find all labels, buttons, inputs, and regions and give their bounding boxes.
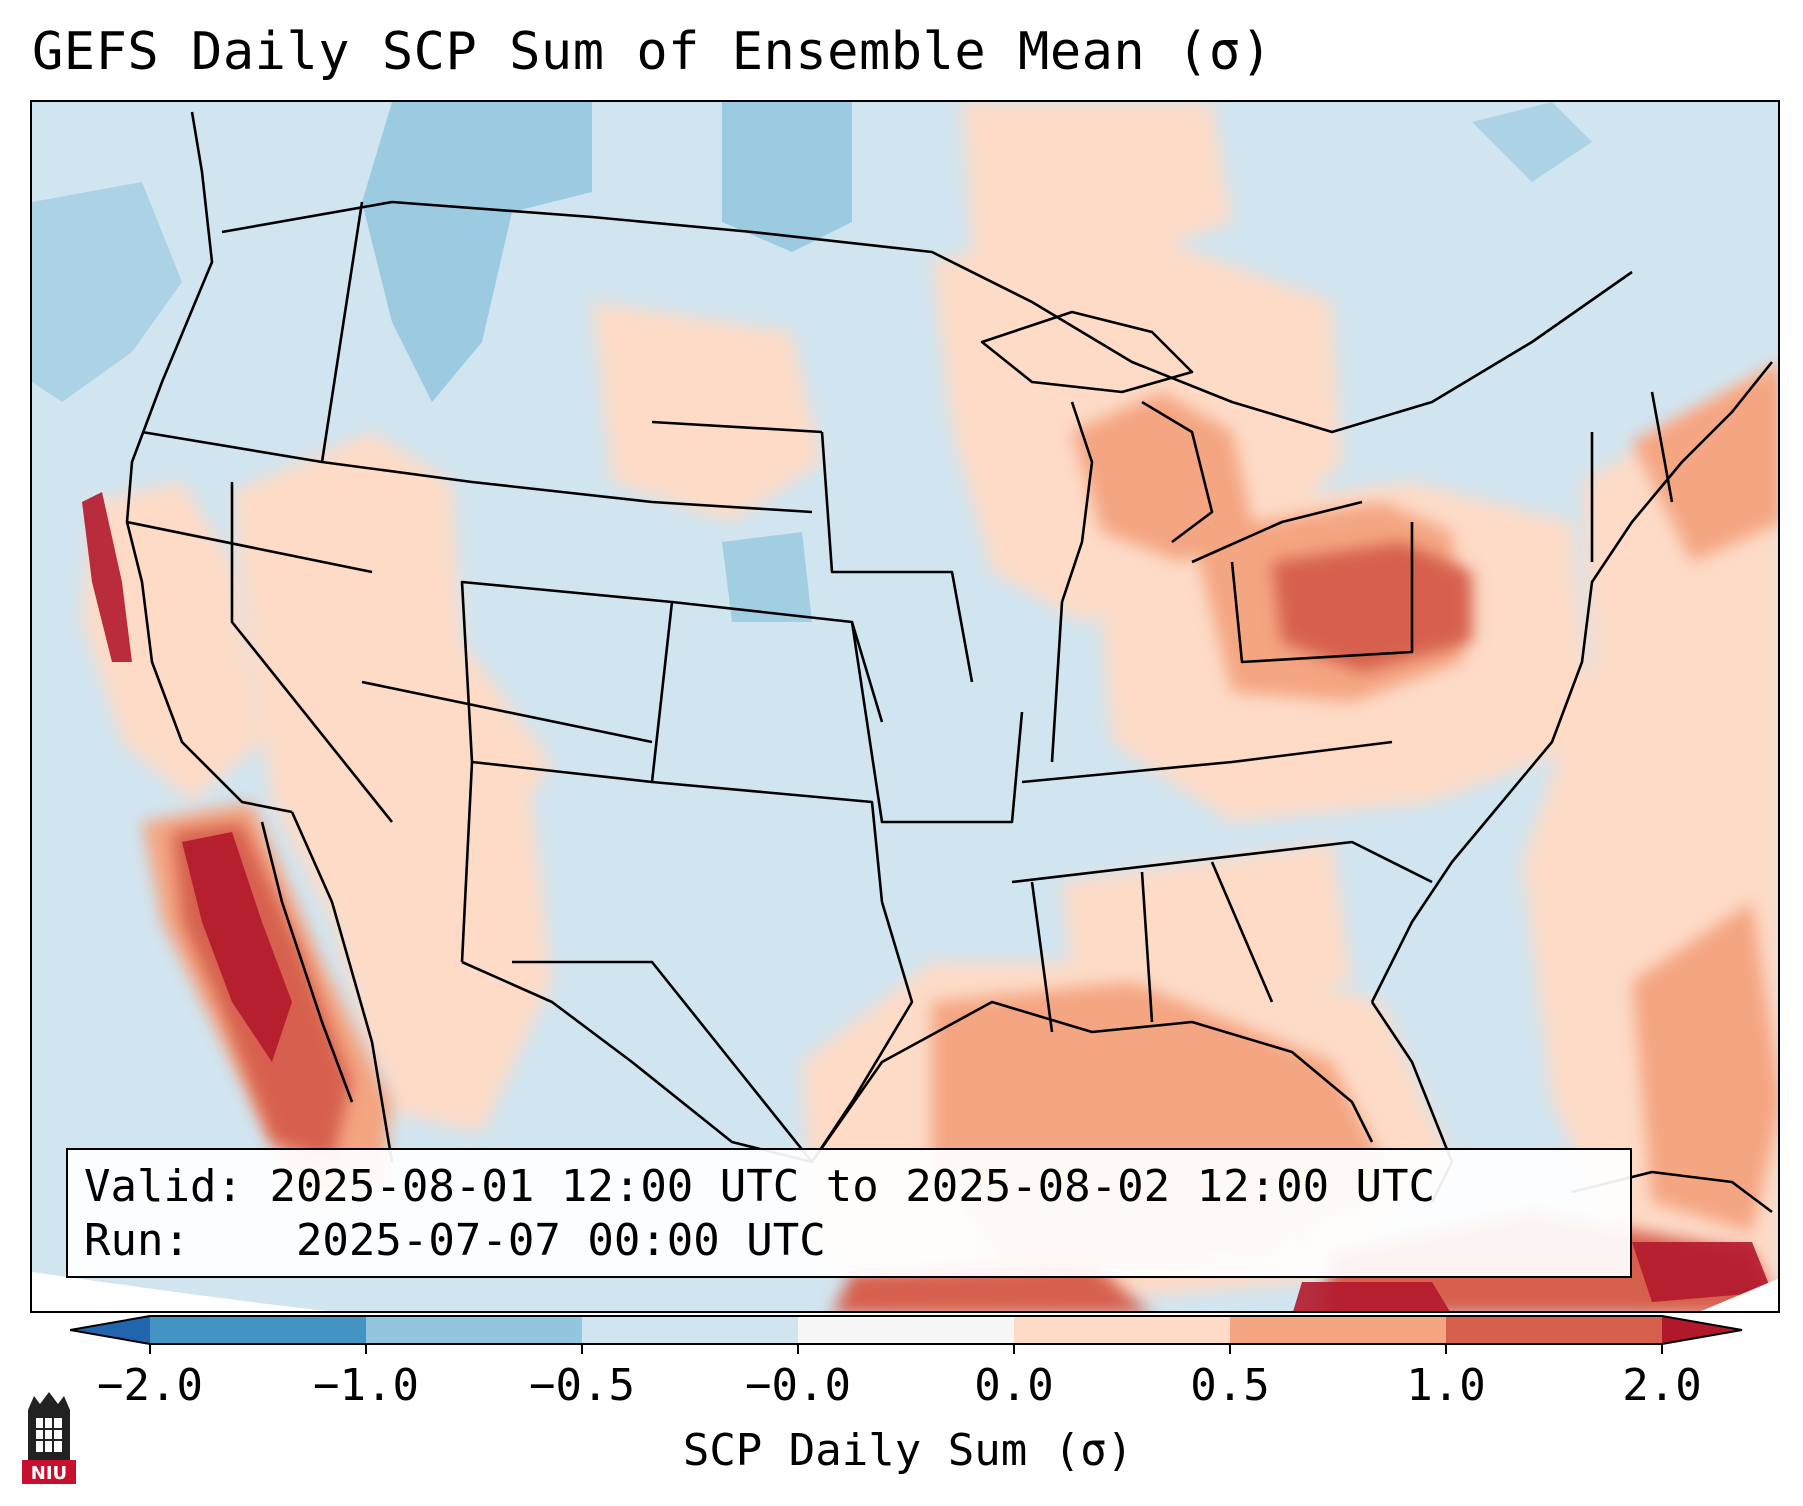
border-oh-pa bbox=[1230, 522, 1414, 664]
niu-logo: NIU bbox=[22, 1392, 76, 1484]
colorbar-segment-n1-n05 bbox=[366, 1316, 582, 1344]
border-nv-ca bbox=[230, 482, 394, 823]
tick-label-p05: 0.5 bbox=[1190, 1360, 1270, 1411]
region-northeast bbox=[1632, 364, 1778, 562]
region-nor-cal-coast bbox=[82, 492, 132, 662]
region-kansas bbox=[722, 532, 812, 622]
tick-label-n1: −1.0 bbox=[313, 1360, 419, 1411]
region-north-dakota bbox=[722, 102, 852, 252]
projection-corner-left bbox=[32, 1272, 329, 1311]
baja-peninsula bbox=[260, 821, 354, 1103]
border-mt-wy bbox=[471, 480, 813, 514]
colorbar-ticks bbox=[149, 1344, 1663, 1354]
region-quebec bbox=[1472, 102, 1592, 182]
border-gulf-states bbox=[1030, 861, 1274, 1033]
lake-erie bbox=[1191, 500, 1363, 564]
tick-label-n05: −0.5 bbox=[529, 1360, 635, 1411]
lake-huron bbox=[1141, 400, 1214, 544]
colorbar bbox=[70, 1315, 1743, 1354]
border-southeast bbox=[1011, 840, 1433, 884]
border-ut-az bbox=[361, 680, 653, 744]
border-id bbox=[320, 201, 364, 463]
valid-label: Valid: bbox=[84, 1161, 243, 1212]
colorbar-segment-zero bbox=[798, 1316, 1014, 1344]
colorbar-label: SCP Daily Sum (σ) bbox=[682, 1425, 1134, 1476]
lake-michigan bbox=[1060, 401, 1094, 603]
projection-corner-right bbox=[1701, 1278, 1778, 1311]
colorbar-segment-p05-1 bbox=[1230, 1316, 1446, 1344]
extreme-anomaly-layer bbox=[82, 492, 1772, 1311]
tick-label-p1: 1.0 bbox=[1406, 1360, 1486, 1411]
logo-banner bbox=[22, 1460, 76, 1484]
run-value: 2025-07-07 00:00 UTC bbox=[295, 1215, 826, 1266]
region-montana-idaho bbox=[362, 102, 592, 402]
border-ok bbox=[651, 780, 884, 903]
tick-label-n2: −2.0 bbox=[97, 1360, 203, 1411]
border-nd-sd bbox=[651, 420, 823, 434]
border-mn-ia bbox=[820, 431, 974, 683]
valid-run-info-box: Valid: 2025-08-01 12:00 UTC to 2025-08-0… bbox=[66, 1148, 1632, 1278]
region-cuba-core bbox=[1632, 1242, 1772, 1302]
colorbar-segment-n05-0 bbox=[582, 1316, 798, 1344]
valid-value: 2025-08-01 12:00 UTC to 2025-08-02 12:00… bbox=[269, 1161, 1436, 1212]
colorbar-segment-n2-n1 bbox=[150, 1316, 366, 1344]
colorbar-extend-low bbox=[70, 1316, 150, 1344]
region-southeast bbox=[1062, 842, 1352, 1002]
negative-anomaly-layer bbox=[32, 102, 1592, 622]
colorbar-segment-p1-2 bbox=[1446, 1316, 1662, 1344]
east-coastline bbox=[1370, 361, 1774, 1003]
logo-text: NIU bbox=[31, 1463, 67, 1484]
tick-label-p2: 2.0 bbox=[1622, 1360, 1702, 1411]
map-panel bbox=[30, 100, 1780, 1313]
border-ky-tn bbox=[1021, 740, 1393, 784]
region-baja-core bbox=[182, 832, 292, 1062]
border-or-ca bbox=[126, 520, 373, 574]
new-england bbox=[1590, 391, 1674, 562]
border-il-in bbox=[1050, 601, 1064, 763]
map-title: GEFS Daily SCP Sum of Ensemble Mean (σ) bbox=[32, 22, 1273, 82]
gulf-coastline bbox=[810, 1000, 1374, 1163]
region-great-lakes-north bbox=[962, 102, 1232, 272]
colorbar-extend-high bbox=[1662, 1316, 1742, 1344]
canada-border bbox=[221, 200, 1633, 434]
region-caribbean-south bbox=[1293, 1282, 1450, 1311]
border-az-nm bbox=[460, 761, 474, 963]
region-western-atlantic bbox=[1632, 902, 1778, 1232]
border-mo bbox=[850, 621, 1024, 824]
run-label: Run: bbox=[84, 1215, 190, 1266]
colorbar-segment-p0-05 bbox=[1014, 1316, 1230, 1344]
tick-label-p0: 0.0 bbox=[974, 1360, 1054, 1411]
region-michigan bbox=[1072, 392, 1252, 562]
lake-superior bbox=[980, 310, 1194, 394]
region-washington-coast bbox=[32, 182, 182, 402]
tick-label-n0: −0.0 bbox=[745, 1360, 851, 1411]
map-canvas bbox=[32, 102, 1778, 1311]
region-central-plains bbox=[592, 302, 822, 522]
region-california-coast bbox=[82, 482, 262, 802]
region-southwest-ridge bbox=[362, 742, 552, 1132]
region-pennsylvania bbox=[1272, 542, 1472, 672]
